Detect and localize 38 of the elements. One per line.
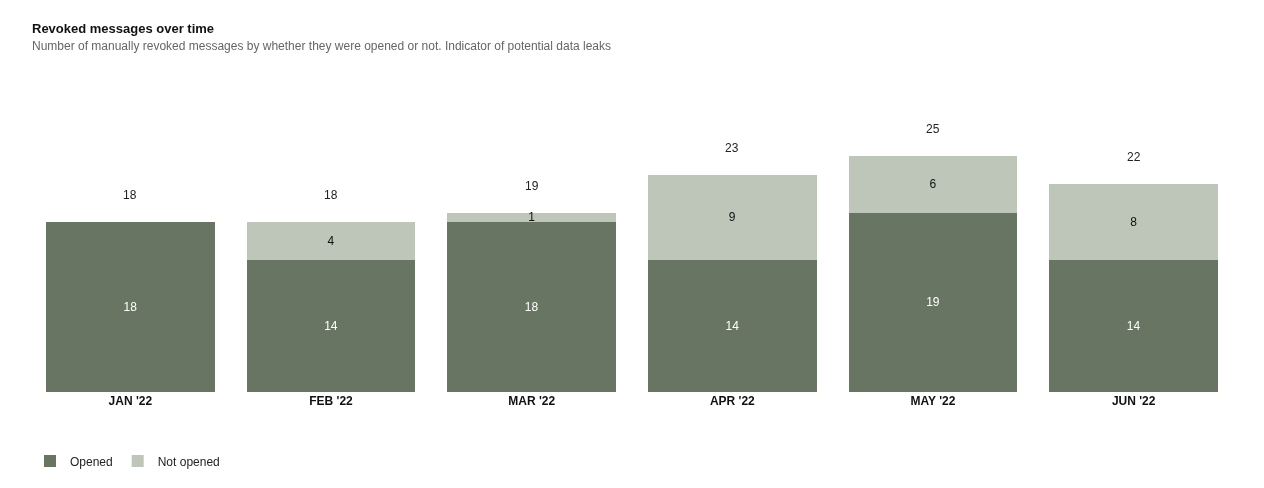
data-label: 14 (324, 318, 338, 333)
bar (648, 259, 817, 392)
total-label: 23 (725, 141, 739, 155)
chart-title: Revoked messages over time (32, 21, 215, 36)
x-tick-label: JUN '22 (1111, 394, 1156, 408)
bar (447, 222, 616, 392)
chart-subtitle: Number of manually revoked messages by whether they were opened or not. Indicator of potential data leaks (32, 39, 611, 53)
x-tick-label: MAR '22 (508, 394, 556, 408)
x-tick-label: APR '22 (709, 394, 756, 408)
x-tick-label: MAY '22 (910, 394, 956, 408)
data-label: 19 (926, 295, 940, 310)
data-label: 14 (725, 318, 740, 333)
bar (246, 222, 416, 260)
data-label: 18 (524, 300, 539, 315)
data-label: 18 (123, 300, 138, 315)
bar (848, 156, 1018, 213)
bar (46, 222, 215, 392)
x-tick-label: JAN '22 (108, 394, 153, 408)
bar (447, 212, 616, 223)
data-label: 9 (728, 210, 736, 225)
legend-label: Opened (70, 454, 113, 469)
data-label: 4 (327, 233, 335, 248)
total-label: 25 (926, 122, 940, 136)
bar (1049, 184, 1218, 260)
data-label: 1 (528, 210, 536, 225)
bar (1049, 259, 1218, 392)
bar (648, 174, 817, 260)
total-label: 22 (1127, 150, 1141, 164)
x-tick-label: FEB '22 (309, 394, 354, 408)
total-label: 19 (525, 179, 539, 193)
total-label: 18 (324, 188, 338, 202)
data-label: 8 (1130, 215, 1138, 230)
total-label: 18 (123, 188, 137, 202)
data-label: 6 (929, 177, 937, 192)
bar (848, 212, 1018, 392)
legend-label: Not opened (157, 454, 220, 469)
bar (246, 259, 416, 392)
data-label: 14 (1126, 318, 1141, 333)
